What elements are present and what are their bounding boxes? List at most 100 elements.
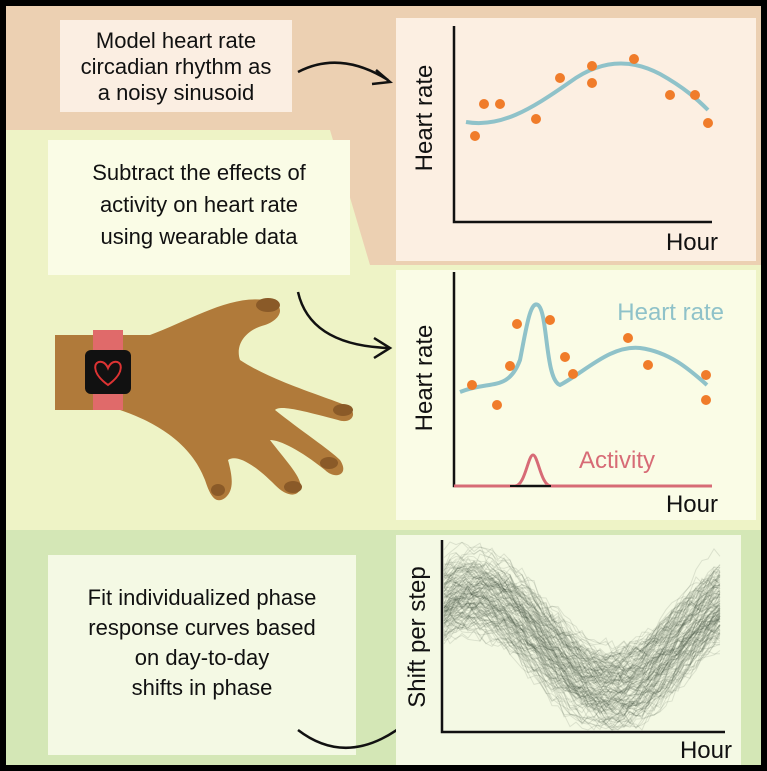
trajectory <box>443 601 721 704</box>
trajectory <box>443 560 721 669</box>
trajectory <box>443 621 721 717</box>
trajectory <box>443 585 721 721</box>
trajectory <box>443 578 721 675</box>
trajectory <box>443 616 721 712</box>
chart-card <box>396 270 756 520</box>
trajectory <box>443 584 721 711</box>
trajectory <box>443 605 721 685</box>
trajectory <box>443 581 721 717</box>
trajectory <box>443 596 721 731</box>
trajectory <box>443 570 721 673</box>
trajectory <box>443 590 721 687</box>
trajectory <box>443 606 721 724</box>
trajectory <box>443 579 721 662</box>
box-text: Fit individualized phase <box>88 585 317 610</box>
trajectory <box>443 566 721 711</box>
trajectory <box>443 601 721 669</box>
trajectory <box>443 595 721 725</box>
trajectory <box>443 560 721 694</box>
trajectory <box>443 596 721 705</box>
box-text: a noisy sinusoid <box>98 80 255 105</box>
trajectory <box>443 589 721 712</box>
trajectory <box>443 562 721 692</box>
trajectory <box>443 589 721 691</box>
trajectory <box>443 624 721 705</box>
trajectory <box>443 609 721 694</box>
trajectory <box>443 570 721 669</box>
trajectory <box>443 549 721 687</box>
trajectory <box>443 606 721 724</box>
trajectory <box>443 585 721 727</box>
trajectory <box>443 600 721 703</box>
box-text: response curves based <box>88 615 315 640</box>
text-box <box>48 140 350 275</box>
trajectory <box>443 573 721 697</box>
trajectory <box>443 601 721 674</box>
box-text: activity on heart rate <box>100 192 298 217</box>
trajectory <box>443 602 721 731</box>
trajectory <box>443 618 721 708</box>
trajectory <box>443 591 721 703</box>
trajectory <box>443 556 721 672</box>
y-label: Heart rate <box>411 325 438 432</box>
trajectory <box>443 597 721 711</box>
trajectory <box>443 594 721 704</box>
axes <box>440 540 725 734</box>
box-text: on day-to-day <box>135 645 270 670</box>
trajectory <box>443 587 721 660</box>
points <box>470 54 713 141</box>
curve <box>459 302 709 394</box>
trajectory <box>443 598 721 731</box>
chart-card <box>396 535 741 765</box>
trajectory <box>443 592 721 706</box>
trajectory <box>443 551 721 670</box>
trajectory <box>443 541 721 683</box>
trajectory <box>443 625 721 707</box>
trajectory <box>443 603 721 672</box>
trajectory <box>443 571 721 720</box>
trajectory <box>443 571 721 668</box>
activity-curve <box>454 453 712 488</box>
box-text: circadian rhythm as <box>81 54 272 79</box>
trajectory <box>443 597 721 729</box>
trajectory <box>443 629 721 699</box>
trajectory <box>443 608 721 683</box>
trajectory <box>443 595 721 702</box>
trajectory <box>443 617 721 719</box>
points <box>467 315 711 410</box>
trajectory <box>443 572 721 681</box>
trajectory <box>443 561 721 681</box>
box-text: using wearable data <box>101 224 299 249</box>
trajectory <box>443 563 721 674</box>
trajectory <box>443 611 721 687</box>
trajectory <box>443 576 721 655</box>
trajectory <box>443 574 721 700</box>
trajectory <box>443 613 721 691</box>
trajectory <box>443 581 721 731</box>
arrow <box>297 61 389 82</box>
trajectory <box>443 561 721 677</box>
y-label: Shift per step <box>404 566 431 707</box>
trajectory <box>443 581 721 684</box>
trajectory <box>443 609 721 711</box>
arrow-head <box>371 69 393 86</box>
trajectory <box>443 567 720 673</box>
trajectory <box>443 583 721 711</box>
trajectory <box>443 610 721 711</box>
trajectory <box>443 563 721 657</box>
trajectory <box>443 582 721 687</box>
trajectory <box>443 599 721 709</box>
trajectory <box>443 564 721 684</box>
trajectory <box>443 560 721 689</box>
trajectory <box>443 561 721 659</box>
trajectory <box>443 576 721 703</box>
x-label: Hour <box>680 737 732 764</box>
trajectory <box>443 590 721 697</box>
box-text: shifts in phase <box>132 675 273 700</box>
trajectory <box>443 583 721 721</box>
y-label: Heart rate <box>411 65 438 172</box>
trajectory <box>443 591 721 705</box>
trajectory <box>443 611 721 695</box>
trajectory <box>443 547 721 676</box>
